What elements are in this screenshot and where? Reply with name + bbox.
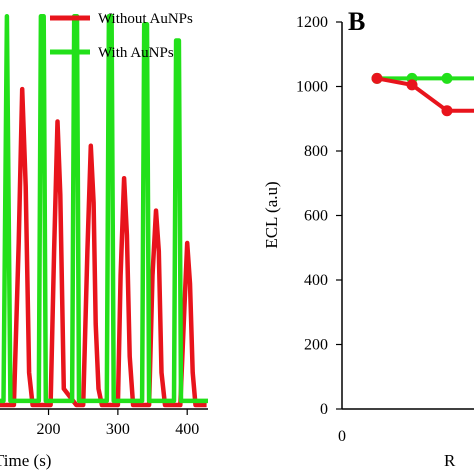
right-panel: B 0 200 400 600 800 1000 1200 0 ECL (a.u) R <box>262 7 474 470</box>
left-x-axis-label: Time (s) <box>0 451 51 470</box>
right-y-axis-label: ECL (a.u) <box>262 181 281 248</box>
left-panel: 200 300 400 Time (s) Without AuNPs With Au… <box>0 11 208 470</box>
y-tick-label: 0 <box>320 401 328 418</box>
x-tick-label: 0 <box>338 428 346 445</box>
legend: Without AuNPs With AuNPs <box>50 11 193 61</box>
y-tick-label: 800 <box>304 143 328 160</box>
data-point-with-aunps <box>441 72 453 84</box>
x-tick-label: 300 <box>106 421 130 438</box>
panel-letter-b: B <box>348 7 365 36</box>
legend-label-without: Without AuNPs <box>98 11 193 27</box>
series-line-with-aunps <box>0 13 208 404</box>
data-point-without-aunps <box>441 105 453 117</box>
series-line-without-aunps <box>0 86 207 408</box>
right-tick-layer: 0 200 400 600 800 1000 1200 0 <box>296 14 346 445</box>
right-series-layer <box>371 72 474 117</box>
x-tick-label: 400 <box>175 421 199 438</box>
x-tick-label: 200 <box>37 421 61 438</box>
y-tick-label: 400 <box>304 272 328 289</box>
y-tick-label: 1000 <box>296 79 328 96</box>
left-series-layer <box>0 13 208 408</box>
left-tick-layer: 200 300 400 <box>37 409 199 438</box>
right-x-axis-label: R <box>444 451 456 470</box>
data-point-without-aunps <box>406 79 418 91</box>
legend-label-with: With AuNPs <box>98 45 174 61</box>
series-line-without-aunps <box>376 76 474 113</box>
y-tick-label: 1200 <box>296 14 328 31</box>
y-tick-label: 600 <box>304 208 328 225</box>
y-tick-label: 200 <box>304 337 328 354</box>
data-point-without-aunps <box>371 72 383 84</box>
